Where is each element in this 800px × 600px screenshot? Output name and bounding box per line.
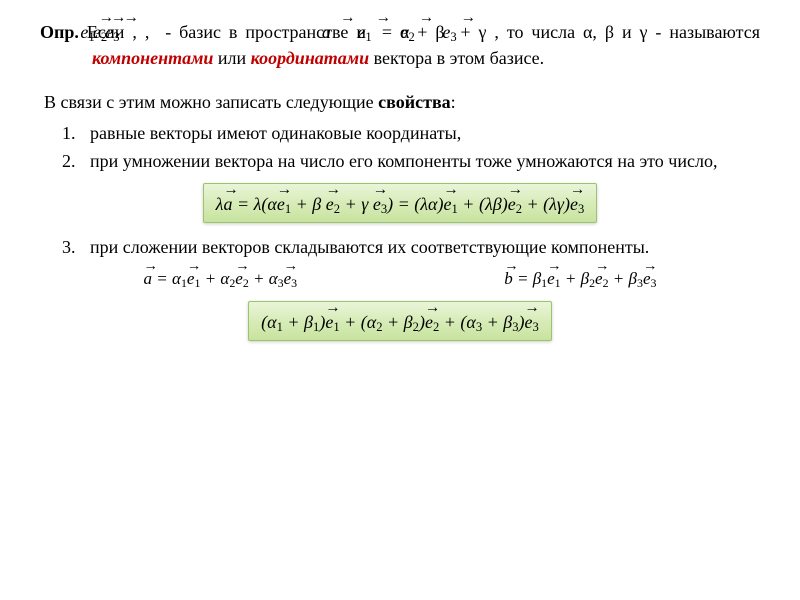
- slide: Опр. Если e1, e2, e3 - базис в пространс…: [0, 0, 800, 600]
- highlight-components: компонентами: [92, 48, 213, 68]
- def-label: Опр.: [40, 22, 79, 42]
- formula-lambda-box: λa = λ(αe1 + β e2 + γ e3) = (λα)e1 + (λβ…: [203, 183, 598, 223]
- spacer: [40, 76, 760, 90]
- ab-expansion-row: a = α1e1 + α2e2 + α3e3 b = β1e1 + β2e2 +…: [40, 268, 760, 291]
- formula-sum-box: (α1 + β1)e1 + (α2 + β2)e2 + (α3 + β3)e3: [248, 301, 552, 341]
- def-post: , то числа α, β и γ - называются: [494, 22, 760, 42]
- property-2: при умножении вектора на число его компо…: [80, 149, 760, 173]
- a-expansion: a = α1e1 + α2e2 + α3e3: [144, 268, 298, 291]
- definition-paragraph: Опр. Если e1, e2, e3 - базис в пространс…: [40, 20, 760, 70]
- property-3: при сложении векторов складываются их со…: [80, 235, 760, 259]
- def-tail: вектора в этом базисе.: [369, 48, 544, 68]
- highlight-coordinates: координатами: [251, 48, 369, 68]
- vec-a-lambda: a: [223, 192, 232, 216]
- property-1: равные векторы имеют одинаковые координа…: [80, 121, 760, 145]
- properties-list: равные векторы имеют одинаковые координа…: [40, 121, 760, 174]
- b-expansion: b = β1e1 + β2e2 + β3e3: [504, 268, 656, 291]
- properties-intro: В связи с этим можно записать следующие …: [44, 90, 760, 114]
